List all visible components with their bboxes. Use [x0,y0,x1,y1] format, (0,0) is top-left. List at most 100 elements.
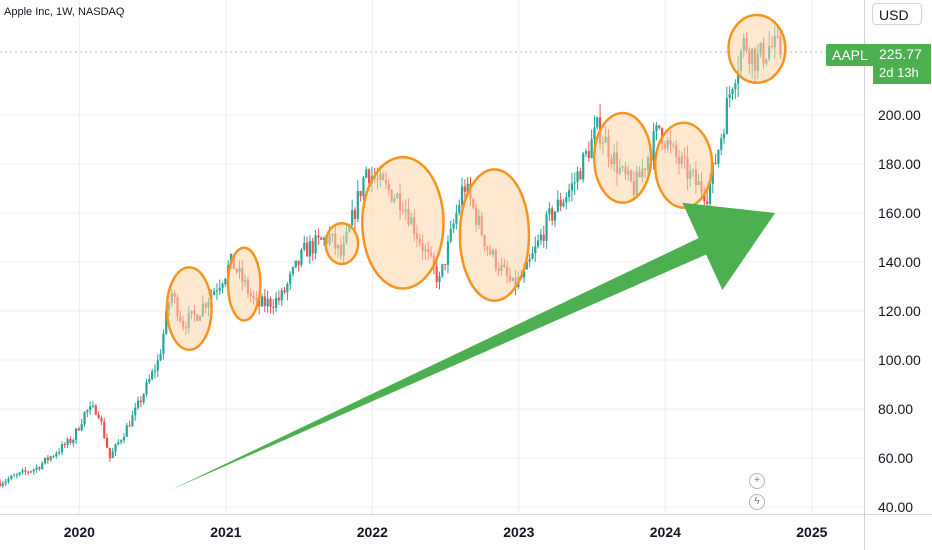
candle-body [537,240,540,247]
price-axis-divider [864,0,865,550]
candle-body [165,310,168,334]
candle-body [359,191,362,197]
price-tick-label: 140.00 [878,254,921,270]
candle-body [66,438,69,446]
candle-body [280,290,283,301]
candle-body [576,171,579,183]
candle-body [125,425,128,437]
candle-body [29,471,33,473]
candle-body [297,260,300,265]
candle-body [551,208,554,221]
candle-body [218,287,221,291]
candle-body [365,169,368,178]
candle-body [367,169,371,184]
candle-body [734,83,737,90]
candle-body [134,407,137,416]
candle-body [548,208,551,215]
candle-body [89,406,92,411]
candle-body [539,234,543,241]
candle-body [460,186,464,206]
candle-body [545,214,548,241]
candle-body [103,421,106,438]
candle-body [720,138,723,151]
candle-body [556,199,559,212]
candle-body [438,275,441,283]
candle-body [311,241,314,254]
lightning-icon[interactable]: ϟ [749,494,765,510]
candle-body [83,412,86,425]
candle-body [522,269,526,278]
candle-body [153,370,157,372]
candle-body [4,481,7,484]
candle-body [60,444,64,453]
highlight-ellipse [727,13,787,84]
highlight-ellipse [361,155,445,290]
candle-body [38,467,41,469]
time-axis-divider [0,514,932,515]
candle-body [584,151,588,154]
highlight-ellipse [324,222,360,266]
price-tick-label: 120.00 [878,303,921,319]
candle-body [559,199,562,207]
candle-body [63,444,66,446]
candle-body [122,436,126,441]
candle-body [722,133,726,139]
candle-body [582,153,585,180]
candle-body [274,297,278,308]
plus-icon[interactable]: + [749,473,765,489]
candle-body [455,212,458,224]
candle-body [49,456,52,461]
candle-body [269,298,272,307]
price-tick-label: 40.00 [878,499,913,515]
candle-body [725,98,728,134]
candle-body [105,437,109,448]
candle-body [55,453,58,457]
candle-body [111,451,114,459]
candle-body [131,415,134,427]
candle-body [1,483,4,486]
candle-body [97,414,100,419]
candle-body [72,439,75,443]
candle-body [52,456,55,458]
candle-body [567,190,571,198]
candle-body [12,475,16,477]
candle-body [466,183,469,192]
candle-body [573,182,576,184]
candle-body [579,171,582,180]
candle-body [652,131,655,161]
price-tick-label: 100.00 [878,352,921,368]
candle-body [32,469,35,472]
highlight-ellipse [165,266,213,351]
last-price-value: 225.77 [879,46,922,62]
candle-body [46,457,49,461]
candle-body [314,235,317,254]
candle-body [142,394,145,403]
candle-body [18,472,21,475]
candle-body [714,162,717,164]
candle-body [362,177,365,197]
candle-body [35,467,38,470]
candle-body [308,241,312,257]
candle-body [128,425,131,427]
candle-body [731,89,734,95]
time-tick-label: 2023 [503,524,534,540]
candle-body [43,457,47,464]
candle-body [528,258,531,262]
candle-body [458,205,461,213]
candle-body [717,150,720,164]
candle-body [737,70,740,84]
candle-body [136,400,140,408]
candle-body [463,186,466,192]
currency-selector[interactable]: USD [872,3,922,25]
candle-body [590,139,593,159]
time-tick-label: 2020 [64,524,95,540]
candle-body [156,360,159,371]
candle-body [446,241,450,265]
candle-body [593,127,596,140]
candle-body [531,253,534,259]
candle-body [596,117,599,128]
candle-body [728,94,731,99]
candle-body [151,371,154,380]
candle-body [291,267,295,275]
